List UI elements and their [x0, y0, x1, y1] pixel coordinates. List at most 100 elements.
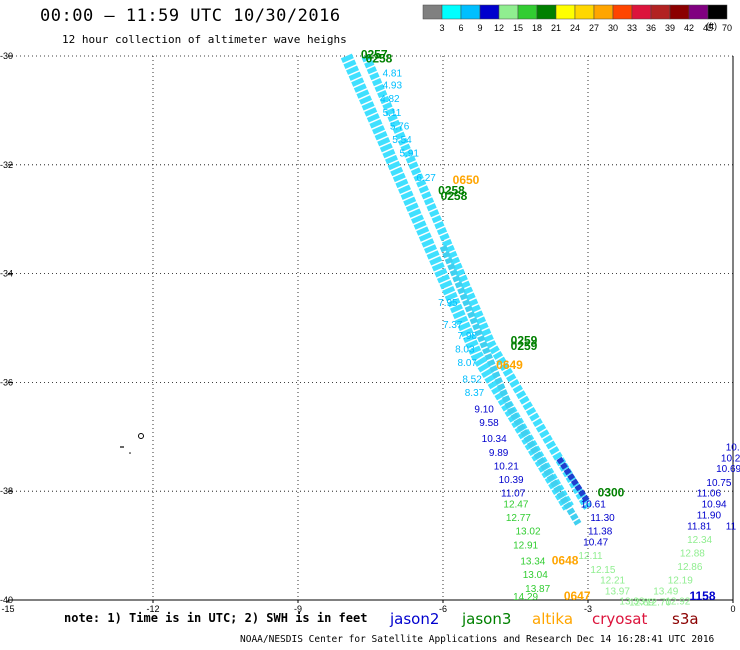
swh-value: 8.07: [458, 358, 478, 369]
swh-value: 8.52: [462, 374, 482, 385]
legend-swatch: [441, 4, 462, 20]
swh-value: 12.92: [665, 596, 690, 607]
lat-tick-label: -32: [0, 160, 13, 170]
swh-value: 10.39: [499, 475, 524, 486]
legend-label: 70: [722, 23, 732, 33]
swh-value: 8.37: [465, 388, 485, 399]
swh-value: 11.30: [590, 513, 615, 524]
footer-credit: NOAA/NESDIS Center for Satellite Applica…: [240, 634, 572, 645]
swh-value: 11.06: [697, 489, 722, 500]
swh-value: 14.29: [513, 592, 538, 603]
legend-label: 36: [646, 23, 656, 33]
pass-time-label: 1158: [690, 589, 716, 603]
legend: 3 6 9 12 15 18 21 24 27 30 33 36 39 42 45 70: [422, 4, 732, 33]
swh-value: 13.33: [619, 596, 644, 607]
satellite-name-cryosat: cryosat: [592, 610, 647, 628]
ground-track: [340, 53, 574, 511]
track-labels: 4.814.93 4.82 5.11 5.76 5.54 5.91 6.27 7.95 7.37…: [361, 48, 740, 609]
legend-swatch: [555, 4, 576, 20]
swh-value: 11.38: [588, 527, 613, 538]
swh-value: 12.91: [513, 540, 538, 551]
legend-swatch: [669, 4, 690, 20]
satellite-tracks: [340, 53, 592, 526]
swh-value: 9.58: [479, 418, 499, 429]
legend-label: 3: [439, 23, 444, 33]
swh-value: 5.91: [400, 149, 420, 160]
ground-track: [556, 456, 591, 504]
swh-value: 10.34: [482, 434, 507, 445]
island-icon: [138, 433, 144, 439]
legend-label: 21: [551, 23, 561, 33]
legend-swatch: [631, 4, 652, 20]
map-frame: [8, 56, 734, 601]
swh-value: 5.54: [392, 135, 412, 146]
legend-swatch: [707, 4, 728, 20]
swh-value: 10.2: [721, 453, 740, 464]
swh-value: 12.88: [680, 548, 705, 559]
legend-label: 39: [665, 23, 675, 33]
legend-label: 24: [570, 23, 580, 33]
swh-value: 10.69: [716, 464, 740, 475]
legend-units: (ft): [706, 21, 717, 31]
page-subtitle: 12 hour collection of altimeter wave hei…: [62, 33, 347, 46]
swh-value: 5.76: [390, 121, 410, 132]
pass-time-label: 0258: [441, 189, 468, 203]
pass-time-label: 0300: [598, 486, 625, 500]
legend-swatch: [479, 4, 500, 20]
pass-time-label: 0650: [453, 173, 480, 187]
swh-value: 10.61: [581, 500, 606, 511]
legend-swatch: [460, 4, 481, 20]
swh-value: 6.27: [416, 173, 436, 184]
grid-lines: [7, 55, 734, 603]
satellite-names: jason2 jason3 altika cryosat s3a: [389, 610, 699, 628]
swh-value: 10.21: [494, 461, 519, 472]
legend-swatch: [688, 4, 709, 20]
pass-time-label: 0259: [511, 333, 538, 347]
legend-label: 12: [494, 23, 504, 33]
swh-value: 13.97: [605, 587, 630, 598]
swh-value: 11.07: [501, 489, 526, 500]
legend-swatch: [498, 4, 519, 20]
swh-value: 9.10: [474, 404, 494, 415]
swh-value: 12.77: [506, 513, 531, 524]
swh-value: 7.95: [438, 298, 458, 309]
swh-value: 11: [726, 521, 737, 532]
page-title: 00:00 – 11:59 UTC 10/30/2016: [40, 6, 341, 26]
legend-label: 27: [589, 23, 599, 33]
swh-value: 13.34: [520, 557, 545, 568]
legend-swatch: [612, 4, 633, 20]
swh-value: 9.89: [489, 448, 509, 459]
swh-value: 10.75: [706, 478, 731, 489]
ground-track: [439, 245, 582, 526]
swh-value: 13.02: [516, 527, 541, 538]
lat-tick-label: -34: [0, 269, 13, 279]
legend-swatch: [650, 4, 671, 20]
legend-label: 6: [458, 23, 463, 33]
swh-value: 12.47: [503, 500, 528, 511]
pass-time-label: 0648: [552, 554, 579, 568]
lat-tick-label: -36: [0, 377, 13, 387]
satellite-name-jason2: jason2: [389, 610, 439, 628]
legend-label: 9: [477, 23, 482, 33]
pass-time-label: 0259: [511, 339, 538, 353]
swh-value: 10.94: [702, 500, 727, 511]
swh-value: 5.11: [383, 108, 402, 119]
swh-value: 4.93: [383, 81, 403, 92]
swh-value: 12.21: [600, 576, 625, 587]
pass-time-label: 0647: [564, 589, 591, 603]
ground-track: [361, 54, 592, 510]
swh-value: 10.47: [583, 538, 608, 549]
lon-tick-label: 0: [730, 604, 735, 614]
lat-tick-label: -40: [0, 595, 13, 605]
legend-label: 42: [684, 23, 694, 33]
swh-value: 12.34: [687, 535, 712, 546]
lat-tick-label: -30: [0, 51, 13, 61]
axis-labels: -30-32-34-36-38-40-15 -12 -9 -6 -3 0: [0, 51, 736, 614]
pass-time-label: 0257: [361, 48, 388, 62]
swh-value: 11.90: [697, 510, 722, 521]
swh-value: 13.04: [523, 570, 548, 581]
swh-value: 8.03: [455, 344, 475, 355]
legend-label: 18: [532, 23, 542, 33]
swh-value: 7.37: [443, 320, 463, 331]
lon-tick-label: -3: [584, 604, 592, 614]
